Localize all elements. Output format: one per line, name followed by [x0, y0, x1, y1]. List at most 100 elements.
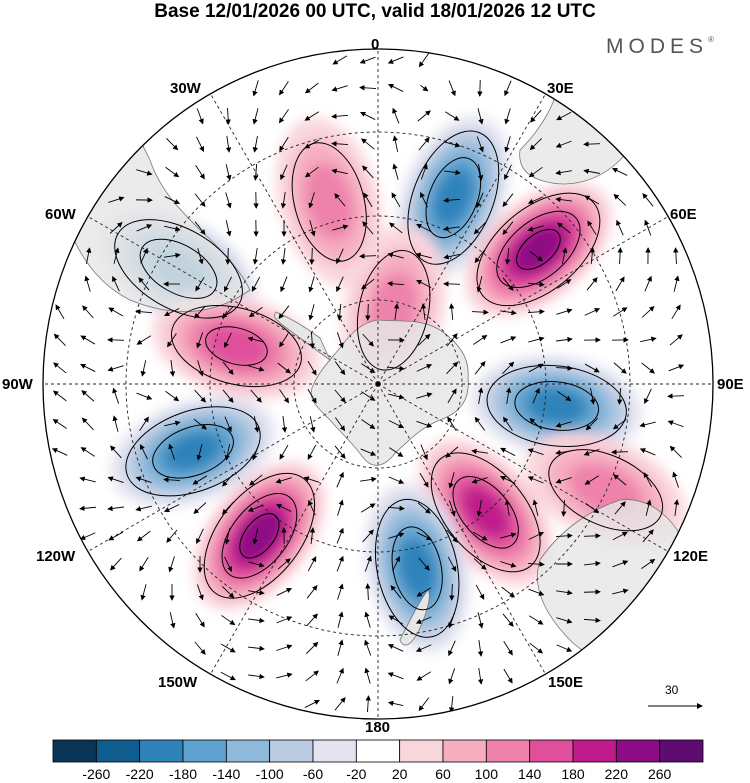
wind-arrow [501, 586, 516, 598]
wind-arrow [164, 420, 181, 427]
wind-arrow [224, 556, 232, 572]
wind-arrow [248, 365, 265, 372]
map-border [42, 48, 714, 720]
wind-arrow [444, 141, 461, 148]
wind-arrow [336, 248, 344, 265]
meridians [43, 49, 713, 719]
wind-arrow [337, 639, 344, 656]
wind-arrow [309, 527, 316, 544]
wind-arrow [387, 56, 404, 64]
wind-arrow [196, 444, 203, 461]
contour [356, 249, 431, 371]
wind-arrow [80, 364, 96, 372]
wind-arrow [612, 588, 629, 595]
wind-arrow [640, 336, 657, 343]
wind-arrow [109, 222, 123, 234]
wind-arrow [611, 168, 628, 176]
anomaly-level [514, 227, 563, 272]
wind-arrow [304, 111, 320, 121]
wind-arrow [309, 220, 316, 237]
wind-arrow [529, 417, 543, 430]
brand-name: MODES [606, 35, 709, 58]
anomaly-level [237, 511, 281, 560]
wind-arrow [617, 387, 623, 405]
wind-arrow [275, 477, 292, 484]
wind-arrow [500, 447, 516, 457]
wind-arrow [359, 56, 376, 64]
wind-arrow [612, 560, 629, 568]
colorbar-tick-label: -60 [302, 766, 324, 782]
colorbar-swatch [355, 739, 401, 763]
wind-arrow [612, 531, 628, 541]
wind-arrow [416, 671, 432, 681]
contour [152, 424, 234, 479]
wind-arrow [194, 193, 206, 207]
wind-arrow [555, 533, 573, 539]
wind-arrow [500, 561, 517, 568]
wind-arrow [361, 391, 376, 401]
wind-arrow [387, 644, 404, 652]
wind-arrow [196, 332, 204, 349]
wind-arrow [331, 113, 349, 119]
contour [496, 210, 581, 289]
wind-arrow [224, 276, 232, 292]
anomaly-level [164, 431, 222, 472]
wind-arrow [304, 700, 320, 708]
contour [239, 513, 280, 559]
wind-arrow [612, 418, 627, 430]
wind-arrow [446, 333, 458, 347]
contour [139, 238, 218, 299]
wind-arrow [110, 557, 122, 571]
wind-arrow [473, 221, 486, 235]
wind-arrow [306, 641, 319, 654]
wind-arrow [416, 392, 433, 399]
wind-arrow [248, 617, 265, 624]
colorbar-tick-label: -100 [255, 766, 284, 782]
meridian-line [210, 383, 379, 675]
wind-arrow [555, 169, 572, 176]
wind-arrow [276, 644, 293, 651]
wind-arrow [279, 333, 289, 348]
wind-arrow [168, 443, 175, 460]
wind-arrow [500, 336, 517, 344]
wind-arrow [304, 166, 319, 178]
wind-arrow [169, 612, 176, 629]
wind-arrow [555, 140, 572, 148]
contour [516, 228, 561, 270]
wind-arrow [528, 166, 543, 178]
colorbar-swatch [485, 739, 531, 763]
wind-arrow [248, 645, 265, 652]
wind-arrow [614, 501, 626, 515]
wind-arrow [247, 336, 264, 343]
wind-arrow [589, 247, 596, 265]
wind-arrow [500, 309, 517, 316]
wind-arrow [336, 471, 344, 488]
colorbar-tick-label: -260 [82, 766, 111, 782]
wind-arrow [307, 444, 317, 460]
wind-arrow [52, 419, 67, 429]
lon-label-60e: 60E [670, 206, 697, 223]
contour [221, 493, 298, 579]
wind-arrow [644, 388, 652, 405]
wind-arrow [194, 305, 206, 319]
wind-arrow [476, 136, 484, 153]
wind-arrow [642, 193, 654, 207]
wind-arrow [279, 81, 289, 96]
wind-arrow [477, 387, 484, 404]
anomaly-level [433, 169, 474, 227]
colorbar-swatch [529, 739, 574, 763]
wind-arrow [112, 275, 120, 292]
wind-arrow [84, 275, 91, 292]
wind-arrow [107, 337, 125, 343]
wind-arrow [473, 334, 488, 345]
contour [452, 476, 519, 549]
wind-arrow [365, 583, 371, 601]
wind-arrow [163, 504, 180, 512]
wind-arrow [448, 668, 456, 685]
wind-arrow [388, 476, 405, 484]
wind-arrow [476, 276, 483, 293]
wind-arrow [195, 165, 205, 180]
wind-arrow [360, 448, 377, 456]
